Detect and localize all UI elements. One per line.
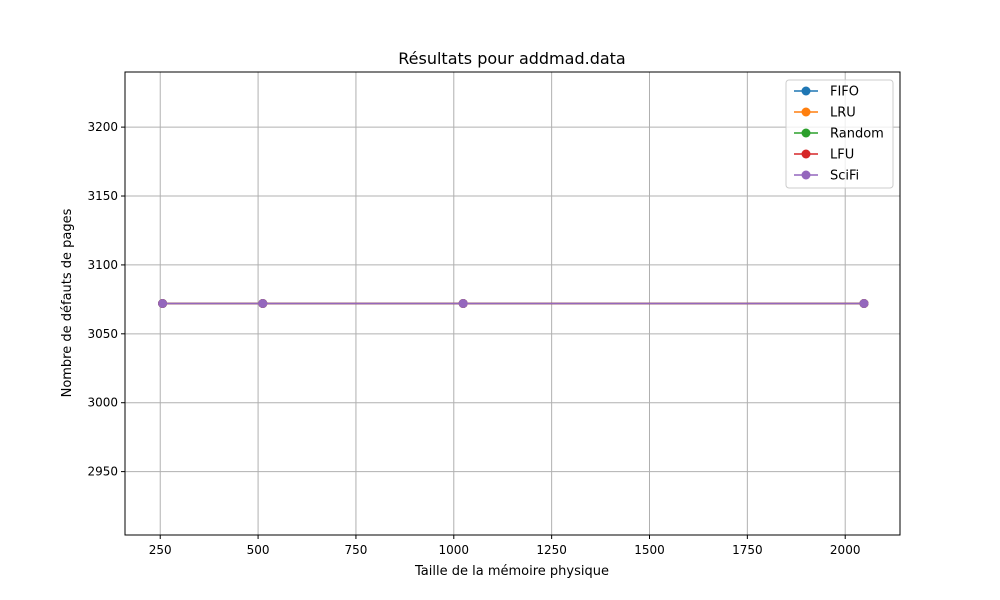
x-tick-label: 2000: [830, 543, 861, 557]
legend-marker: [801, 128, 811, 138]
x-tick-label: 750: [344, 543, 367, 557]
series-scifi: [158, 299, 869, 308]
y-tick-label: 3150: [87, 189, 118, 203]
x-tick-label: 1250: [536, 543, 567, 557]
legend-item: LRU: [794, 106, 856, 121]
y-axis: 2950 3000 3050 3100 3150 3200: [87, 120, 125, 479]
legend-label: FIFO: [830, 85, 859, 100]
y-tick-label: 3200: [87, 120, 118, 134]
x-axis: 250 500 750 1000 1250 1500 1750 2000: [149, 535, 861, 557]
data-point: [458, 299, 468, 308]
legend-marker: [801, 86, 811, 96]
x-tick-label: 1750: [732, 543, 763, 557]
y-axis-label: Nombre de défauts de pages: [60, 208, 75, 397]
data-point: [258, 299, 268, 308]
legend-label: LFU: [830, 148, 854, 163]
x-tick-label: 1500: [634, 543, 665, 557]
series-layer: [158, 299, 869, 308]
legend-item: Random: [794, 127, 884, 142]
x-tick-label: 250: [149, 543, 172, 557]
chart-title: Résultats pour addmad.data: [398, 49, 625, 68]
y-tick-label: 3000: [87, 396, 118, 410]
legend-item: SciFi: [794, 169, 859, 184]
plot-frame: [124, 71, 901, 536]
y-tick-label: 3050: [87, 327, 118, 341]
legend: FIFO LRU Random LFU SciFi: [785, 79, 894, 189]
x-tick-label: 1000: [439, 543, 470, 557]
x-axis-label: Taille de la mémoire physique: [414, 564, 609, 579]
legend-marker: [801, 107, 811, 117]
legend-box: [785, 79, 894, 189]
legend-label: LRU: [830, 106, 856, 121]
legend-label: Random: [830, 127, 884, 142]
legend-item: FIFO: [794, 85, 859, 100]
data-point: [859, 299, 869, 308]
legend-marker: [801, 170, 811, 180]
data-point: [158, 299, 168, 308]
legend-label: SciFi: [830, 169, 859, 184]
x-tick-label: 500: [247, 543, 270, 557]
legend-item: LFU: [794, 148, 854, 163]
y-tick-label: 2950: [87, 465, 118, 479]
y-tick-label: 3100: [87, 258, 118, 272]
legend-marker: [801, 149, 811, 159]
